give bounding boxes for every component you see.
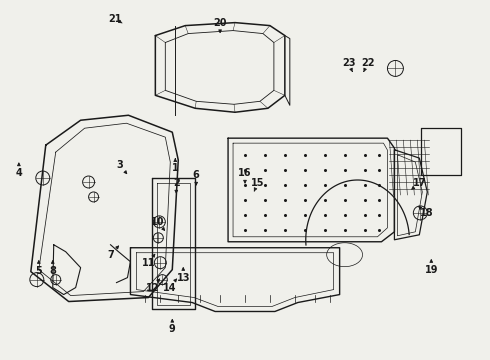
Text: 7: 7 (107, 250, 114, 260)
Text: 19: 19 (424, 265, 438, 275)
Text: 21: 21 (108, 14, 121, 24)
Text: 14: 14 (163, 283, 176, 293)
Text: 8: 8 (49, 266, 56, 276)
Text: 13: 13 (176, 273, 190, 283)
Text: 15: 15 (251, 178, 265, 188)
Text: 17: 17 (413, 178, 426, 188)
Text: 4: 4 (16, 168, 22, 178)
Text: 12: 12 (146, 283, 159, 293)
Text: 6: 6 (193, 170, 199, 180)
Text: 10: 10 (150, 217, 164, 227)
Text: 11: 11 (142, 258, 155, 268)
Text: 22: 22 (361, 58, 374, 68)
Text: 1: 1 (172, 163, 179, 173)
Text: 18: 18 (419, 208, 433, 218)
Text: 9: 9 (169, 324, 175, 334)
Text: 20: 20 (213, 18, 227, 28)
Text: 23: 23 (342, 58, 355, 68)
Text: 16: 16 (238, 168, 252, 178)
Text: 5: 5 (35, 266, 42, 276)
Text: 2: 2 (173, 178, 180, 188)
Text: 3: 3 (116, 160, 123, 170)
